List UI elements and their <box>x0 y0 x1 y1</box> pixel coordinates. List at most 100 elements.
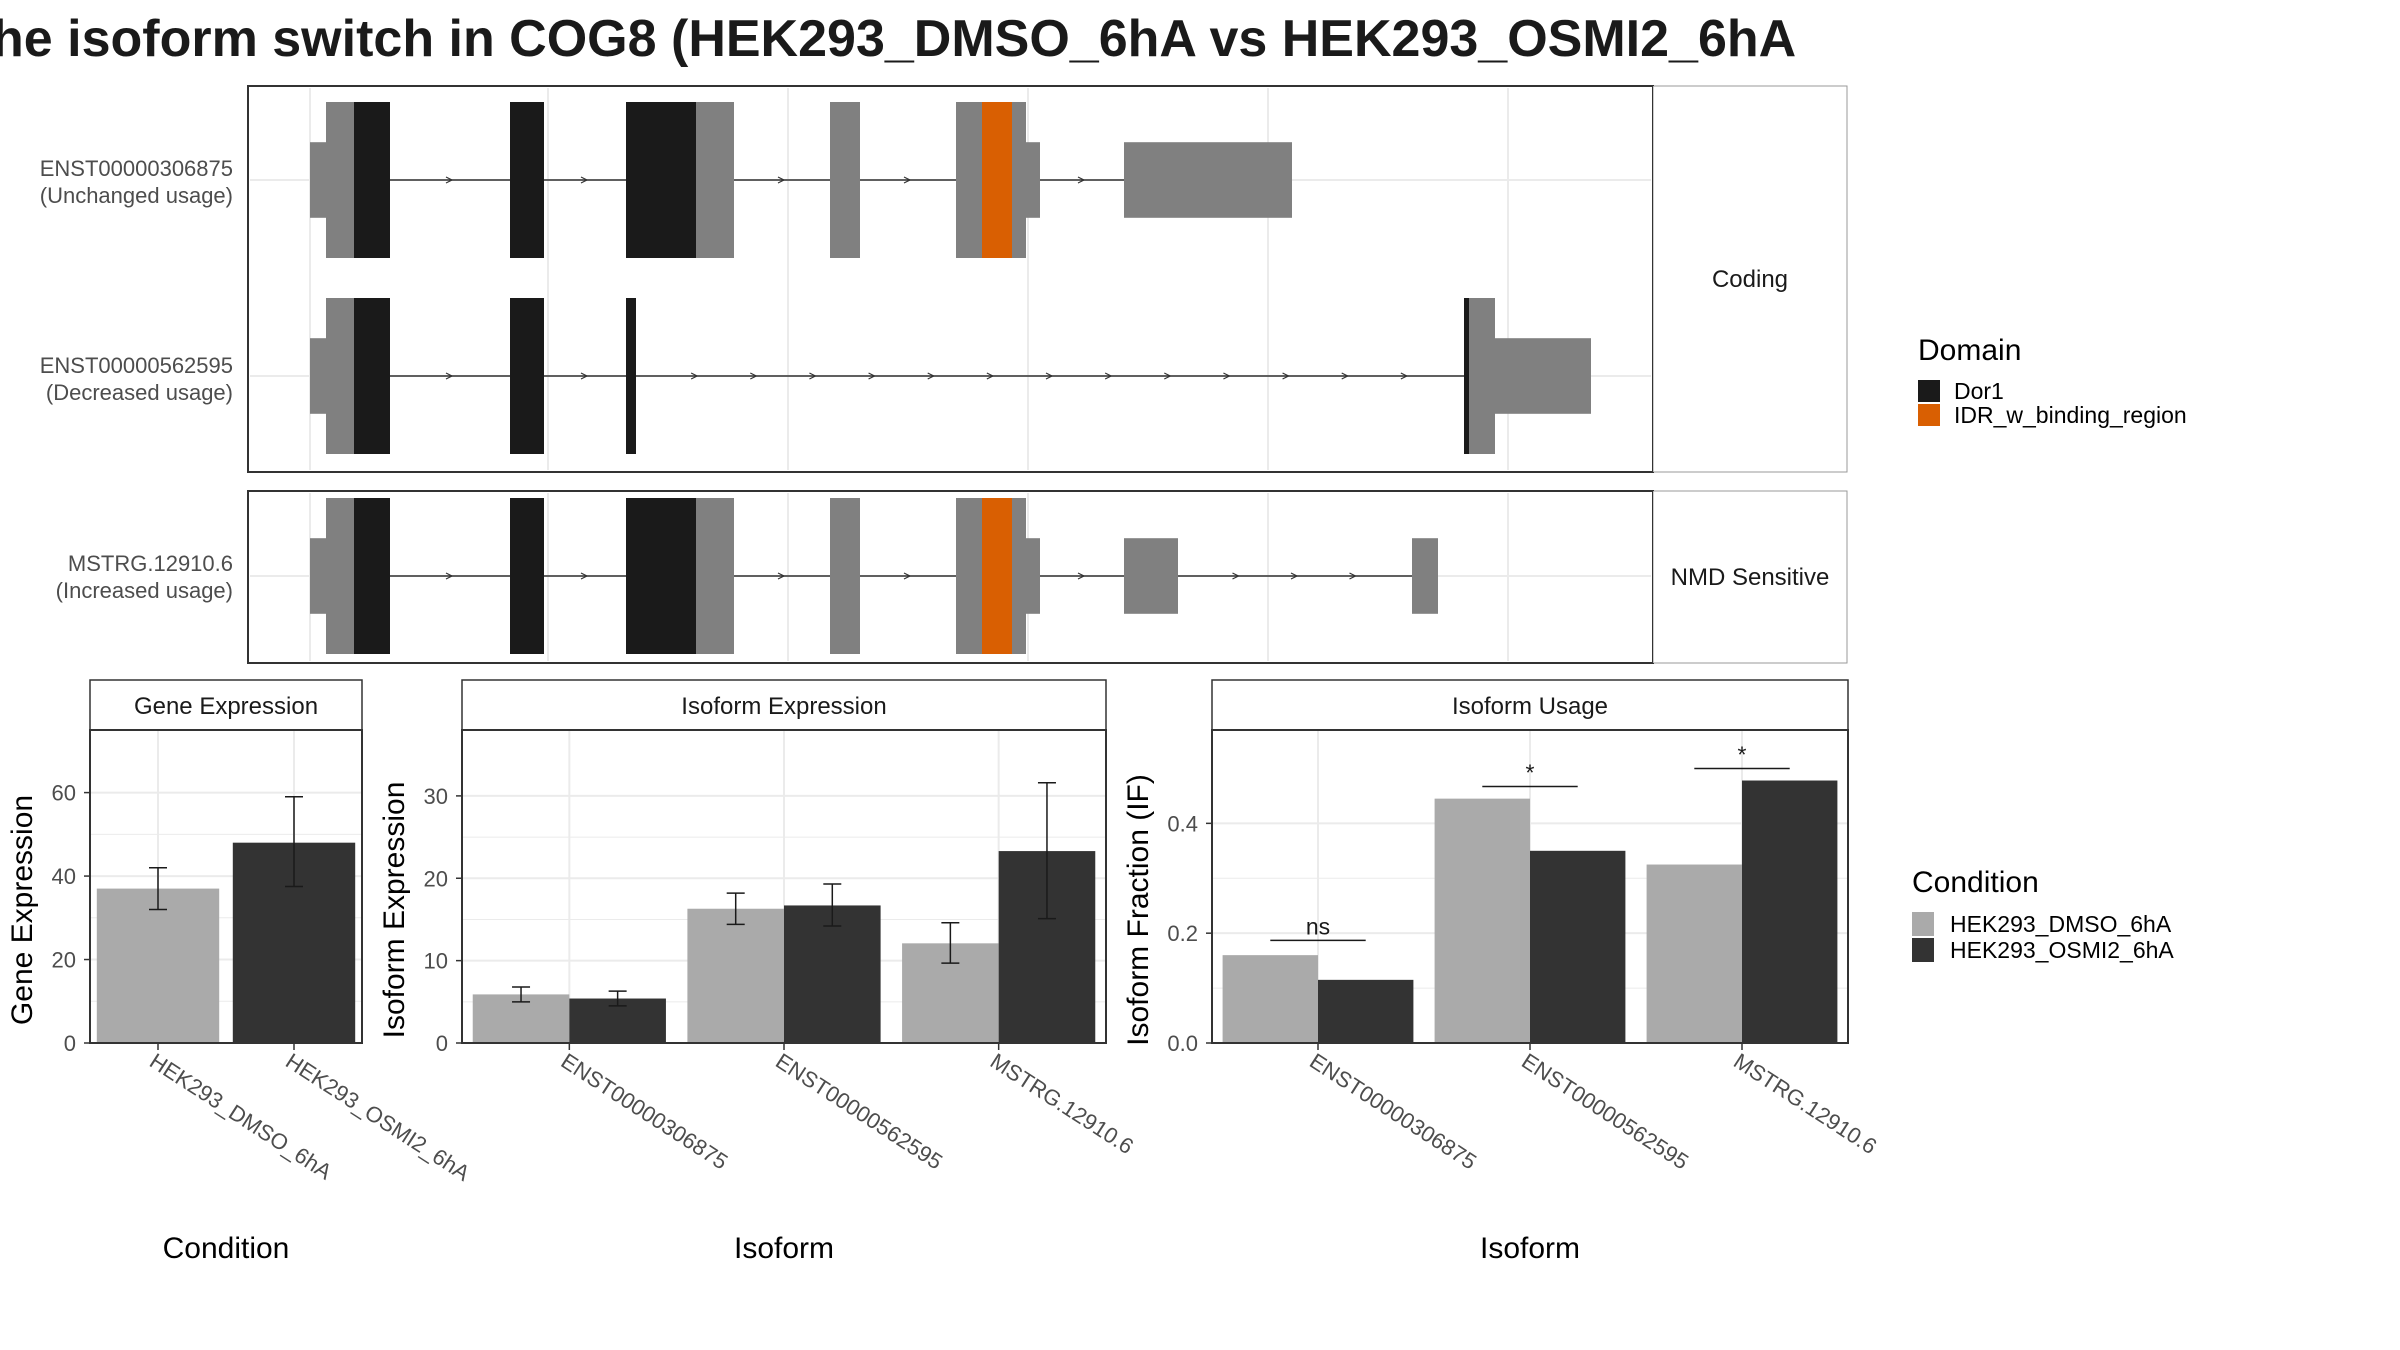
y-tick-label: 0.0 <box>1167 1031 1198 1056</box>
bar-osmi2 <box>784 905 881 1043</box>
mstrg12910-direction-arrow <box>903 572 912 580</box>
enst306875-exon <box>696 102 734 258</box>
x-tick-label: MSTRG.12910.6 <box>986 1048 1138 1159</box>
enst562595-direction-arrow <box>690 372 699 380</box>
enst562595-dor1-domain <box>354 298 390 454</box>
dor1-legend-label: Dor1 <box>1954 378 2004 404</box>
isoform-usage-strip-label: Isoform Usage <box>1452 693 1608 720</box>
dmso-legend-label: HEK293_DMSO_6hA <box>1950 911 2172 937</box>
mstrg12910-exon <box>956 498 982 654</box>
osmi2-legend-label: HEK293_OSMI2_6hA <box>1950 937 2174 963</box>
panel-border <box>1211 729 1849 1044</box>
enst306875-direction-arrow <box>445 176 454 184</box>
enst306875-dor1-domain <box>626 102 696 258</box>
isoform-usage-y-title: Isoform Fraction (IF) <box>1122 774 1155 1046</box>
isoform-expression-x-title: Isoform <box>734 1232 834 1265</box>
enst562595-direction-arrow <box>927 372 936 380</box>
enst562595-direction-arrow <box>1223 372 1231 380</box>
bar-dmso <box>96 888 220 1043</box>
condition-legend-title: Condition <box>1912 866 2039 899</box>
bar-dmso <box>1222 955 1318 1043</box>
y-tick-label: 30 <box>424 784 448 809</box>
y-tick-label: 0.4 <box>1167 811 1198 836</box>
significance-label: * <box>1526 760 1535 786</box>
dmso-legend-key <box>1912 912 1934 936</box>
enst306875-direction-arrow <box>777 176 786 184</box>
mstrg12910-exon <box>326 498 354 654</box>
enst562595-direction-arrow <box>986 372 995 380</box>
domain-legend: Domain Dor1 IDR_w_binding_region <box>1918 334 2187 428</box>
enst306875-dor1-domain <box>510 102 544 258</box>
mstrg12910-utr-exon <box>310 538 326 614</box>
mstrg12910-utr-exon <box>1124 538 1178 614</box>
y-tick-label: 20 <box>424 866 448 891</box>
enst562595-direction-arrow <box>1164 372 1172 380</box>
enst562595-direction-arrow <box>809 372 817 380</box>
enst306875-exon <box>326 102 354 258</box>
enst306875-exon <box>1012 102 1026 258</box>
mstrg12910-direction-arrow <box>445 572 454 580</box>
bar-osmi2 <box>1318 979 1414 1043</box>
mstrg12910-exon <box>1012 498 1026 654</box>
y-tick-label: 10 <box>424 949 448 974</box>
enst562595-direction-arrow <box>1104 372 1113 380</box>
significance-label: ns <box>1306 913 1330 939</box>
x-tick-label: MSTRG.12910.6 <box>1729 1048 1881 1159</box>
dor1-legend-key <box>1918 380 1940 402</box>
enst306875-idr-domain <box>982 102 1012 258</box>
mstrg12910-dor1-domain <box>510 498 544 654</box>
transcript-2-id: ENST00000562595 <box>40 353 233 378</box>
gene-expression-strip <box>89 679 363 731</box>
idr-legend-label: IDR_w_binding_region <box>1954 402 2187 428</box>
enst306875-exon <box>830 102 860 258</box>
y-tick-label: 0 <box>64 1031 76 1056</box>
coding-panel-border <box>247 85 1654 473</box>
enst562595-dor1-domain <box>510 298 544 454</box>
y-tick-label: 0.2 <box>1167 921 1198 946</box>
isoform-usage-strip <box>1211 679 1849 731</box>
mstrg12910-direction-arrow <box>580 572 589 580</box>
nmd-strip-label: NMD Sensitive <box>1671 564 1830 591</box>
mstrg12910-direction-arrow <box>1349 572 1357 580</box>
enst562595-exon <box>326 298 354 454</box>
enst562595-direction-arrow <box>868 372 876 380</box>
isoform-expression-strip <box>461 679 1107 731</box>
enst562595-direction-arrow <box>445 372 454 380</box>
bar-dmso <box>687 908 784 1043</box>
enst306875-utr-exon <box>1124 142 1292 218</box>
enst306875-direction-arrow <box>580 176 589 184</box>
plot-title: he isoform switch in COG8 (HEK293_DMSO_6… <box>0 10 1796 68</box>
isoform-usage-x-title: Isoform <box>1480 1232 1580 1265</box>
mstrg12910-utr-exon <box>1412 538 1438 614</box>
transcript-structure-panel: Coding NMD Sensitive ENST00000306875 (Un… <box>40 85 1848 664</box>
isoform-expression-strip-label: Isoform Expression <box>681 693 886 720</box>
mstrg12910-dor1-domain <box>354 498 390 654</box>
enst562595-dor1-domain <box>1464 298 1469 454</box>
coding-strip-label: Coding <box>1712 266 1788 293</box>
y-tick-label: 20 <box>52 948 76 973</box>
enst562595-dor1-domain <box>626 298 636 454</box>
bar-osmi2 <box>1742 780 1838 1043</box>
condition-legend: Condition HEK293_DMSO_6hA HEK293_OSMI2_6… <box>1912 866 2174 963</box>
enst562595-utr-exon <box>310 338 326 414</box>
transcript-3-usage: (Increased usage) <box>56 578 233 603</box>
mstrg12910-direction-arrow <box>777 572 786 580</box>
enst562595-direction-arrow <box>1282 372 1290 380</box>
panel-border <box>89 729 363 1044</box>
transcript-2-usage: (Decreased usage) <box>46 380 233 405</box>
x-tick-label: ENST00000306875 <box>1305 1048 1481 1174</box>
mstrg12910-direction-arrow <box>1232 572 1240 580</box>
y-tick-label: 60 <box>52 781 76 806</box>
mstrg12910-exon <box>696 498 734 654</box>
mstrg12910-idr-domain <box>982 498 1012 654</box>
significance-label: * <box>1738 741 1747 767</box>
y-tick-label: 40 <box>52 864 76 889</box>
bar-chart-panels: Gene Expression Isoform Expression Isofo… <box>6 679 1881 1265</box>
enst306875-utr-exon <box>310 142 326 218</box>
bar-dmso <box>1434 798 1530 1043</box>
structure-gridlines <box>250 88 1651 661</box>
gene-expression-strip-label: Gene Expression <box>134 693 318 720</box>
transcript-1-id: ENST00000306875 <box>40 156 233 181</box>
mstrg12910-dor1-domain <box>626 498 696 654</box>
